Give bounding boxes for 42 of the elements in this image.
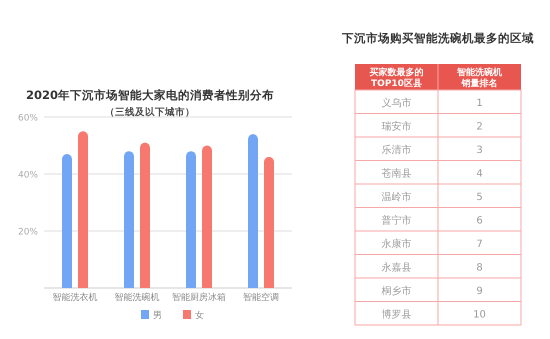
data-label: 9 bbox=[476, 286, 483, 297]
x-tick-label: 智能空调 bbox=[243, 292, 279, 303]
data-label: 3 bbox=[476, 145, 483, 156]
data-label: 5 bbox=[476, 192, 483, 203]
category-label: 桐乡市 bbox=[380, 285, 412, 297]
category-label: 博罗县 bbox=[382, 308, 412, 320]
legend-label: 男 bbox=[153, 310, 162, 321]
data-label: 8 bbox=[476, 262, 483, 274]
data-label: 6 bbox=[476, 216, 483, 226]
bar bbox=[186, 151, 196, 288]
category-label: 义乌市 bbox=[382, 97, 412, 109]
category-label: 瑞安市 bbox=[382, 120, 412, 132]
category-label: 永嘉县 bbox=[382, 262, 412, 274]
chart-title: 2020年下沉市场智能大家电的消费者性别分布 bbox=[26, 88, 274, 102]
legend-label: 女 bbox=[195, 310, 204, 321]
bar bbox=[140, 142, 150, 288]
data-label: 2 bbox=[476, 122, 483, 132]
text: 智能洗碗机销量排名 bbox=[456, 67, 502, 89]
data-label: 10 bbox=[473, 310, 486, 320]
bar bbox=[124, 151, 134, 288]
data-label: 4 bbox=[476, 168, 483, 180]
category-label: 温岭市 bbox=[382, 191, 412, 203]
y-tick-label: 60% bbox=[18, 114, 38, 124]
category-label: 乐清市 bbox=[382, 144, 412, 156]
y-tick-label: 20% bbox=[18, 228, 38, 238]
bar bbox=[248, 134, 258, 288]
x-tick-label: 智能洗衣机 bbox=[52, 292, 98, 303]
data-label: 7 bbox=[476, 239, 483, 250]
bar bbox=[202, 146, 212, 288]
x-tick-label: 智能洗碗机 bbox=[114, 292, 160, 303]
bar bbox=[78, 131, 88, 288]
text: 下沉市场购买智能洗碗机最多的区域 bbox=[341, 31, 534, 45]
category-label: 苍南县 bbox=[382, 168, 412, 180]
bar bbox=[264, 156, 274, 288]
chart-subtitle: （三线及以下城市） bbox=[105, 106, 195, 118]
y-tick-label: 40% bbox=[18, 170, 38, 180]
category-label: 普宁市 bbox=[382, 214, 412, 226]
bar bbox=[62, 154, 72, 288]
text: 买家数最多的TOP10区县 bbox=[370, 67, 424, 89]
category-label: 永康市 bbox=[382, 238, 412, 250]
x-tick-label: 智能厨房冰箱 bbox=[172, 292, 226, 303]
data-label: 1 bbox=[476, 98, 483, 109]
